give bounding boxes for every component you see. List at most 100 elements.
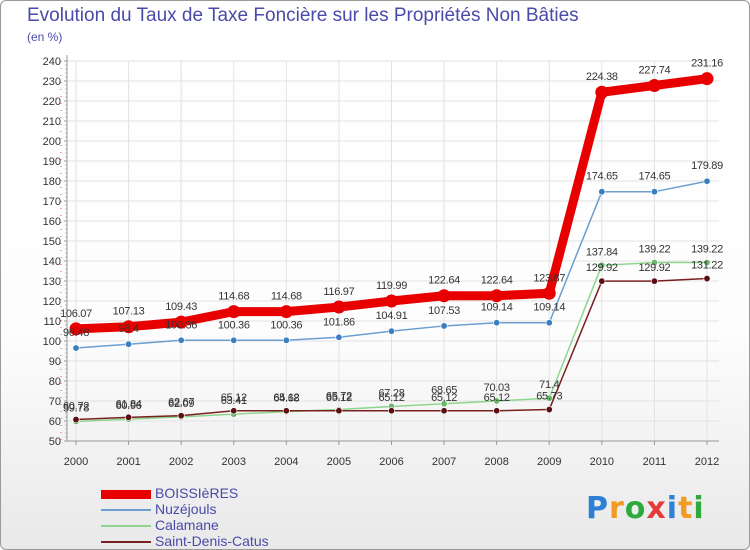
data-label-2: 70.03	[484, 382, 510, 394]
series-point-0	[279, 305, 293, 319]
series-point-0	[174, 315, 188, 329]
data-label-0: 114.68	[218, 291, 249, 303]
y-tick-label: 90	[49, 356, 61, 368]
data-label-3: 61.84	[116, 398, 142, 410]
series-point-3	[598, 277, 606, 285]
data-label-2: 64.68	[273, 393, 299, 405]
y-tick-label: 140	[43, 256, 61, 268]
series-point-1	[440, 322, 448, 330]
data-label-1: 174.65	[586, 171, 618, 183]
axes: 50 60 70 80 90 100 110 120 130 140 150 160 170 180 190…	[43, 55, 719, 468]
data-label-0: 231.16	[691, 58, 723, 70]
y-tick-label: 100	[43, 336, 61, 348]
data-label-1: 100.36	[218, 319, 250, 331]
series-point-0	[69, 322, 83, 336]
x-tick-label: 2004	[274, 456, 298, 468]
data-label-2: 60.96	[116, 400, 142, 412]
data-label-1: 109.14	[481, 302, 513, 314]
x-tick-label: 2003	[222, 456, 246, 468]
data-label-3: 131.22	[691, 260, 723, 272]
series-point-0	[595, 85, 609, 99]
series-point-3	[125, 413, 133, 421]
data-label-3: 65.73	[536, 391, 562, 403]
series-point-1	[335, 333, 343, 341]
y-tick-label: 220	[43, 96, 61, 108]
y-tick-label: 200	[43, 136, 61, 148]
data-label-2: 67.28	[378, 387, 404, 399]
legend-swatch	[101, 525, 151, 527]
y-tick-label: 60	[49, 416, 61, 428]
x-tick-label: 2000	[64, 456, 88, 468]
data-label-3: 65.12	[484, 392, 510, 404]
series-point-1	[598, 188, 606, 196]
series-point-1	[230, 336, 238, 344]
chart-title: Evolution du Taux de Taxe Foncière sur l…	[27, 5, 579, 26]
y-tick-label: 180	[43, 176, 61, 188]
data-label-2: 62.09	[168, 398, 194, 410]
y-tick-label: 170	[43, 196, 61, 208]
series-point-0	[227, 305, 241, 319]
x-tick-label: 2010	[590, 456, 614, 468]
series-point-1	[493, 319, 501, 327]
logo-letter: x	[646, 491, 667, 526]
x-tick-label: 2012	[695, 456, 719, 468]
series-point-1	[650, 188, 658, 196]
data-label-3: 65.12	[221, 392, 247, 404]
legend-label: Calamane	[155, 517, 219, 533]
data-label-2: 65.72	[326, 391, 352, 403]
series-point-3	[493, 407, 501, 415]
data-label-0: 109.43	[165, 301, 197, 313]
data-label-2: 137.84	[586, 246, 618, 258]
series-point-1	[125, 340, 133, 348]
data-label-3: 62.67	[168, 397, 194, 409]
x-tick-label: 2005	[327, 456, 351, 468]
series-point-3	[177, 412, 185, 420]
data-label-2: 68.65	[431, 385, 457, 397]
series-point-3	[230, 407, 238, 415]
series-point-3	[440, 407, 448, 415]
y-tick-label: 150	[43, 236, 61, 248]
data-label-0: 116.97	[323, 286, 354, 298]
unit-label: (en %)	[27, 30, 63, 44]
x-tick-label: 2007	[432, 456, 456, 468]
series-point-1	[387, 327, 395, 335]
y-tick-label: 110	[43, 316, 61, 328]
data-label-1: 174.65	[638, 171, 670, 183]
data-label-3: 129.92	[586, 262, 618, 274]
data-label-0: 224.38	[586, 71, 618, 83]
data-label-1: 104.91	[376, 310, 408, 322]
legend-swatch	[101, 509, 151, 511]
data-label-3: 65.12	[273, 392, 299, 404]
data-label-3: 65.12	[326, 392, 352, 404]
data-label-0: 227.74	[638, 65, 670, 77]
legend-swatch	[101, 541, 151, 543]
data-label-3: 65.12	[431, 392, 457, 404]
series-point-2	[493, 397, 501, 405]
x-tick-label: 2009	[537, 456, 561, 468]
y-tick-label: 70	[49, 396, 61, 408]
y-tick-label: 210	[43, 116, 61, 128]
series-point-0	[122, 320, 136, 334]
logo-letter: i	[666, 491, 679, 526]
legend-label: Saint-Denis-Catus	[155, 533, 269, 549]
data-label-2: 139.22	[691, 244, 723, 256]
legend-label: BOISSIèRES	[155, 485, 239, 501]
x-tick-label: 2008	[484, 456, 508, 468]
data-label-0: 119.99	[376, 280, 407, 292]
y-tick-label: 130	[43, 276, 61, 288]
series-point-0	[437, 289, 451, 303]
data-label-0: 123.87	[533, 272, 565, 284]
logo-letter: P	[586, 491, 609, 526]
logo-letter: o	[624, 491, 647, 526]
data-label-0: 106.07	[60, 308, 92, 320]
y-tick-label: 80	[49, 376, 61, 388]
y-tick-label: 230	[43, 76, 61, 88]
series-point-1	[282, 336, 290, 344]
series-point-0	[332, 300, 346, 314]
series-point-3	[282, 407, 290, 415]
series-point-1	[545, 319, 553, 327]
series-point-3	[387, 407, 395, 415]
data-label-0: 114.68	[271, 291, 302, 303]
series-point-2	[703, 259, 711, 267]
